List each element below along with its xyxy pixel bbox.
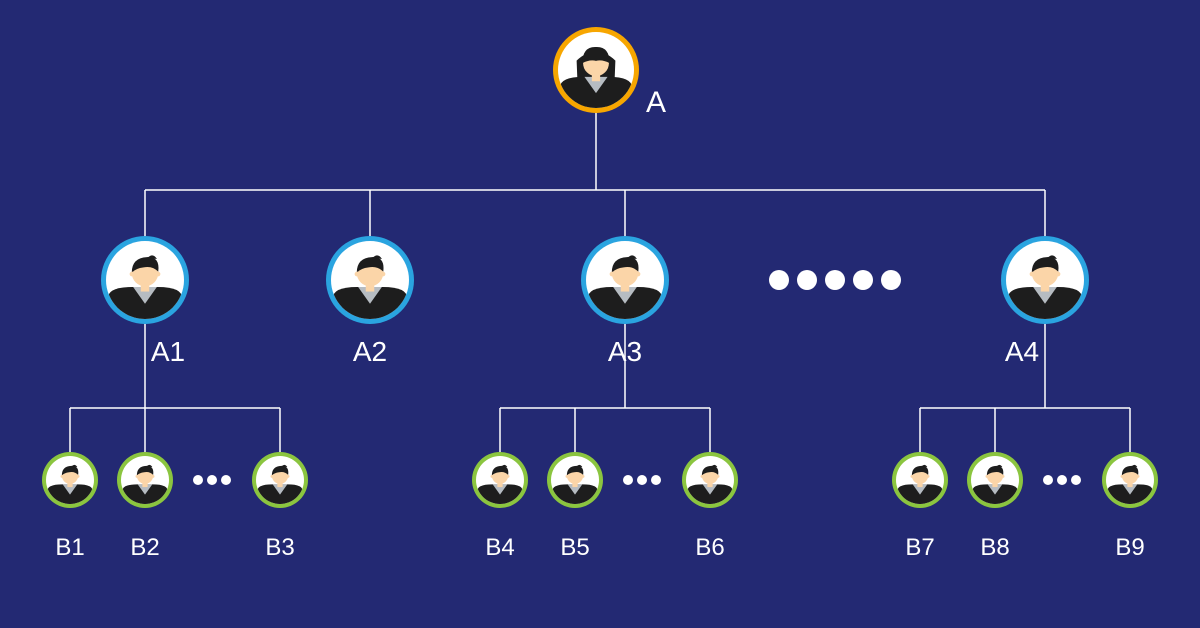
org-tree-diagram: A A1 A2 A3 A4 B1 B2 B3 B4 B5 B6 B7 B8 B9 <box>0 0 1200 628</box>
label-B2: B2 <box>130 534 159 562</box>
node-B3 <box>252 452 308 508</box>
node-A <box>553 27 639 113</box>
label-B3: B3 <box>265 534 294 562</box>
node-B5 <box>547 452 603 508</box>
node-B8 <box>967 452 1023 508</box>
node-A3 <box>581 236 669 324</box>
node-B2 <box>117 452 173 508</box>
label-B7: B7 <box>905 534 934 562</box>
ellipsis-A4 <box>1043 475 1081 485</box>
label-B5: B5 <box>560 534 589 562</box>
ellipsis-A1 <box>193 475 231 485</box>
ellipsis-A3 <box>623 475 661 485</box>
ellipsis-level1 <box>769 270 901 290</box>
label-A3: A3 <box>608 336 642 368</box>
label-B1: B1 <box>55 534 84 562</box>
label-A: A <box>646 86 666 120</box>
label-A4: A4 <box>1005 336 1039 368</box>
label-A2: A2 <box>353 336 387 368</box>
node-B7 <box>892 452 948 508</box>
label-B6: B6 <box>695 534 724 562</box>
label-B4: B4 <box>485 534 514 562</box>
node-B4 <box>472 452 528 508</box>
node-A1 <box>101 236 189 324</box>
node-B9 <box>1102 452 1158 508</box>
node-B6 <box>682 452 738 508</box>
node-A4 <box>1001 236 1089 324</box>
label-B9: B9 <box>1115 534 1144 562</box>
label-B8: B8 <box>980 534 1009 562</box>
node-B1 <box>42 452 98 508</box>
node-A2 <box>326 236 414 324</box>
label-A1: A1 <box>151 336 185 368</box>
